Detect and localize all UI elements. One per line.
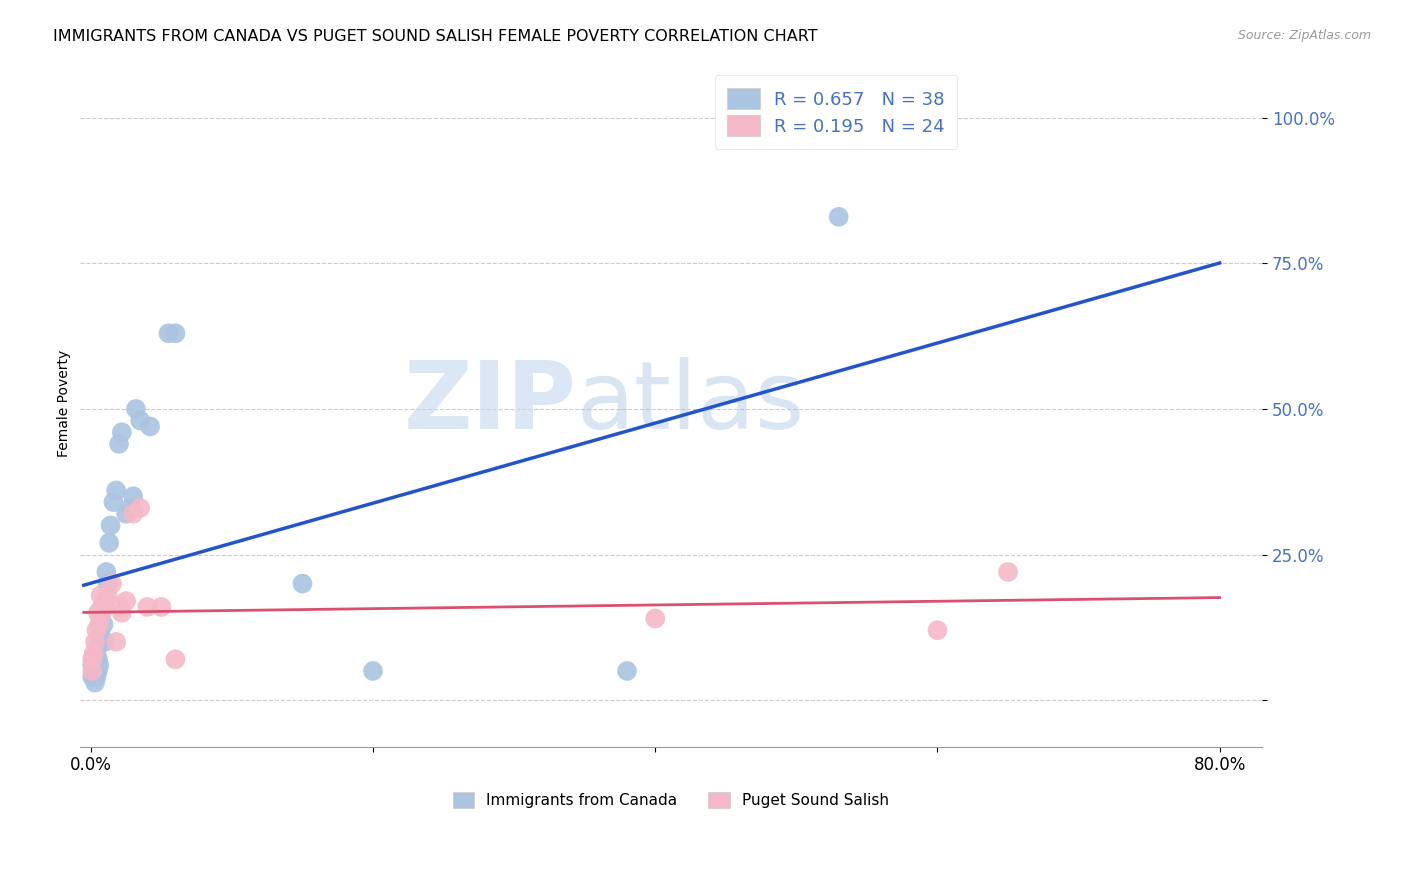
- Point: [89, 617, 111, 632]
- Point: [98, 536, 121, 550]
- Point: [82, 652, 104, 666]
- Point: [111, 425, 134, 440]
- Point: [115, 507, 138, 521]
- Point: [997, 565, 1019, 579]
- Point: [100, 518, 122, 533]
- Point: [93, 617, 115, 632]
- Point: [111, 606, 134, 620]
- Point: [120, 500, 142, 515]
- Y-axis label: Female Poverty: Female Poverty: [58, 350, 72, 457]
- Point: [82, 670, 104, 684]
- Point: [291, 576, 314, 591]
- Point: [122, 489, 145, 503]
- Point: [84, 658, 107, 673]
- Point: [125, 401, 148, 416]
- Point: [83, 652, 105, 666]
- Point: [101, 576, 124, 591]
- Point: [89, 658, 111, 673]
- Legend: Immigrants from Canada, Puget Sound Salish: Immigrants from Canada, Puget Sound Sali…: [447, 787, 894, 814]
- Point: [122, 507, 145, 521]
- Point: [82, 658, 104, 673]
- Text: atlas: atlas: [576, 357, 804, 450]
- Point: [87, 664, 110, 678]
- Point: [90, 588, 112, 602]
- Point: [157, 326, 180, 341]
- Point: [89, 635, 111, 649]
- Text: ZIP: ZIP: [404, 357, 576, 450]
- Point: [108, 599, 131, 614]
- Point: [644, 611, 666, 625]
- Point: [828, 210, 851, 224]
- Point: [139, 419, 162, 434]
- Point: [82, 664, 104, 678]
- Point: [87, 652, 110, 666]
- Point: [90, 623, 112, 637]
- Point: [94, 594, 117, 608]
- Point: [129, 414, 152, 428]
- Point: [150, 599, 173, 614]
- Point: [108, 437, 131, 451]
- Point: [115, 594, 138, 608]
- Point: [165, 326, 187, 341]
- Point: [94, 635, 117, 649]
- Text: Source: ZipAtlas.com: Source: ZipAtlas.com: [1237, 29, 1371, 42]
- Text: IMMIGRANTS FROM CANADA VS PUGET SOUND SALISH FEMALE POVERTY CORRELATION CHART: IMMIGRANTS FROM CANADA VS PUGET SOUND SA…: [53, 29, 818, 44]
- Point: [103, 495, 125, 509]
- Point: [97, 576, 120, 591]
- Point: [86, 670, 108, 684]
- Point: [86, 623, 108, 637]
- Point: [96, 565, 118, 579]
- Point: [83, 664, 105, 678]
- Point: [84, 635, 107, 649]
- Point: [616, 664, 638, 678]
- Point: [86, 647, 108, 661]
- Point: [105, 635, 128, 649]
- Point: [90, 606, 112, 620]
- Point: [105, 483, 128, 498]
- Point: [87, 606, 110, 620]
- Point: [129, 500, 152, 515]
- Point: [91, 599, 114, 614]
- Point: [91, 606, 114, 620]
- Point: [84, 664, 107, 678]
- Point: [927, 623, 949, 637]
- Point: [361, 664, 384, 678]
- Point: [165, 652, 187, 666]
- Point: [83, 647, 105, 661]
- Point: [97, 588, 120, 602]
- Point: [136, 599, 159, 614]
- Point: [84, 675, 107, 690]
